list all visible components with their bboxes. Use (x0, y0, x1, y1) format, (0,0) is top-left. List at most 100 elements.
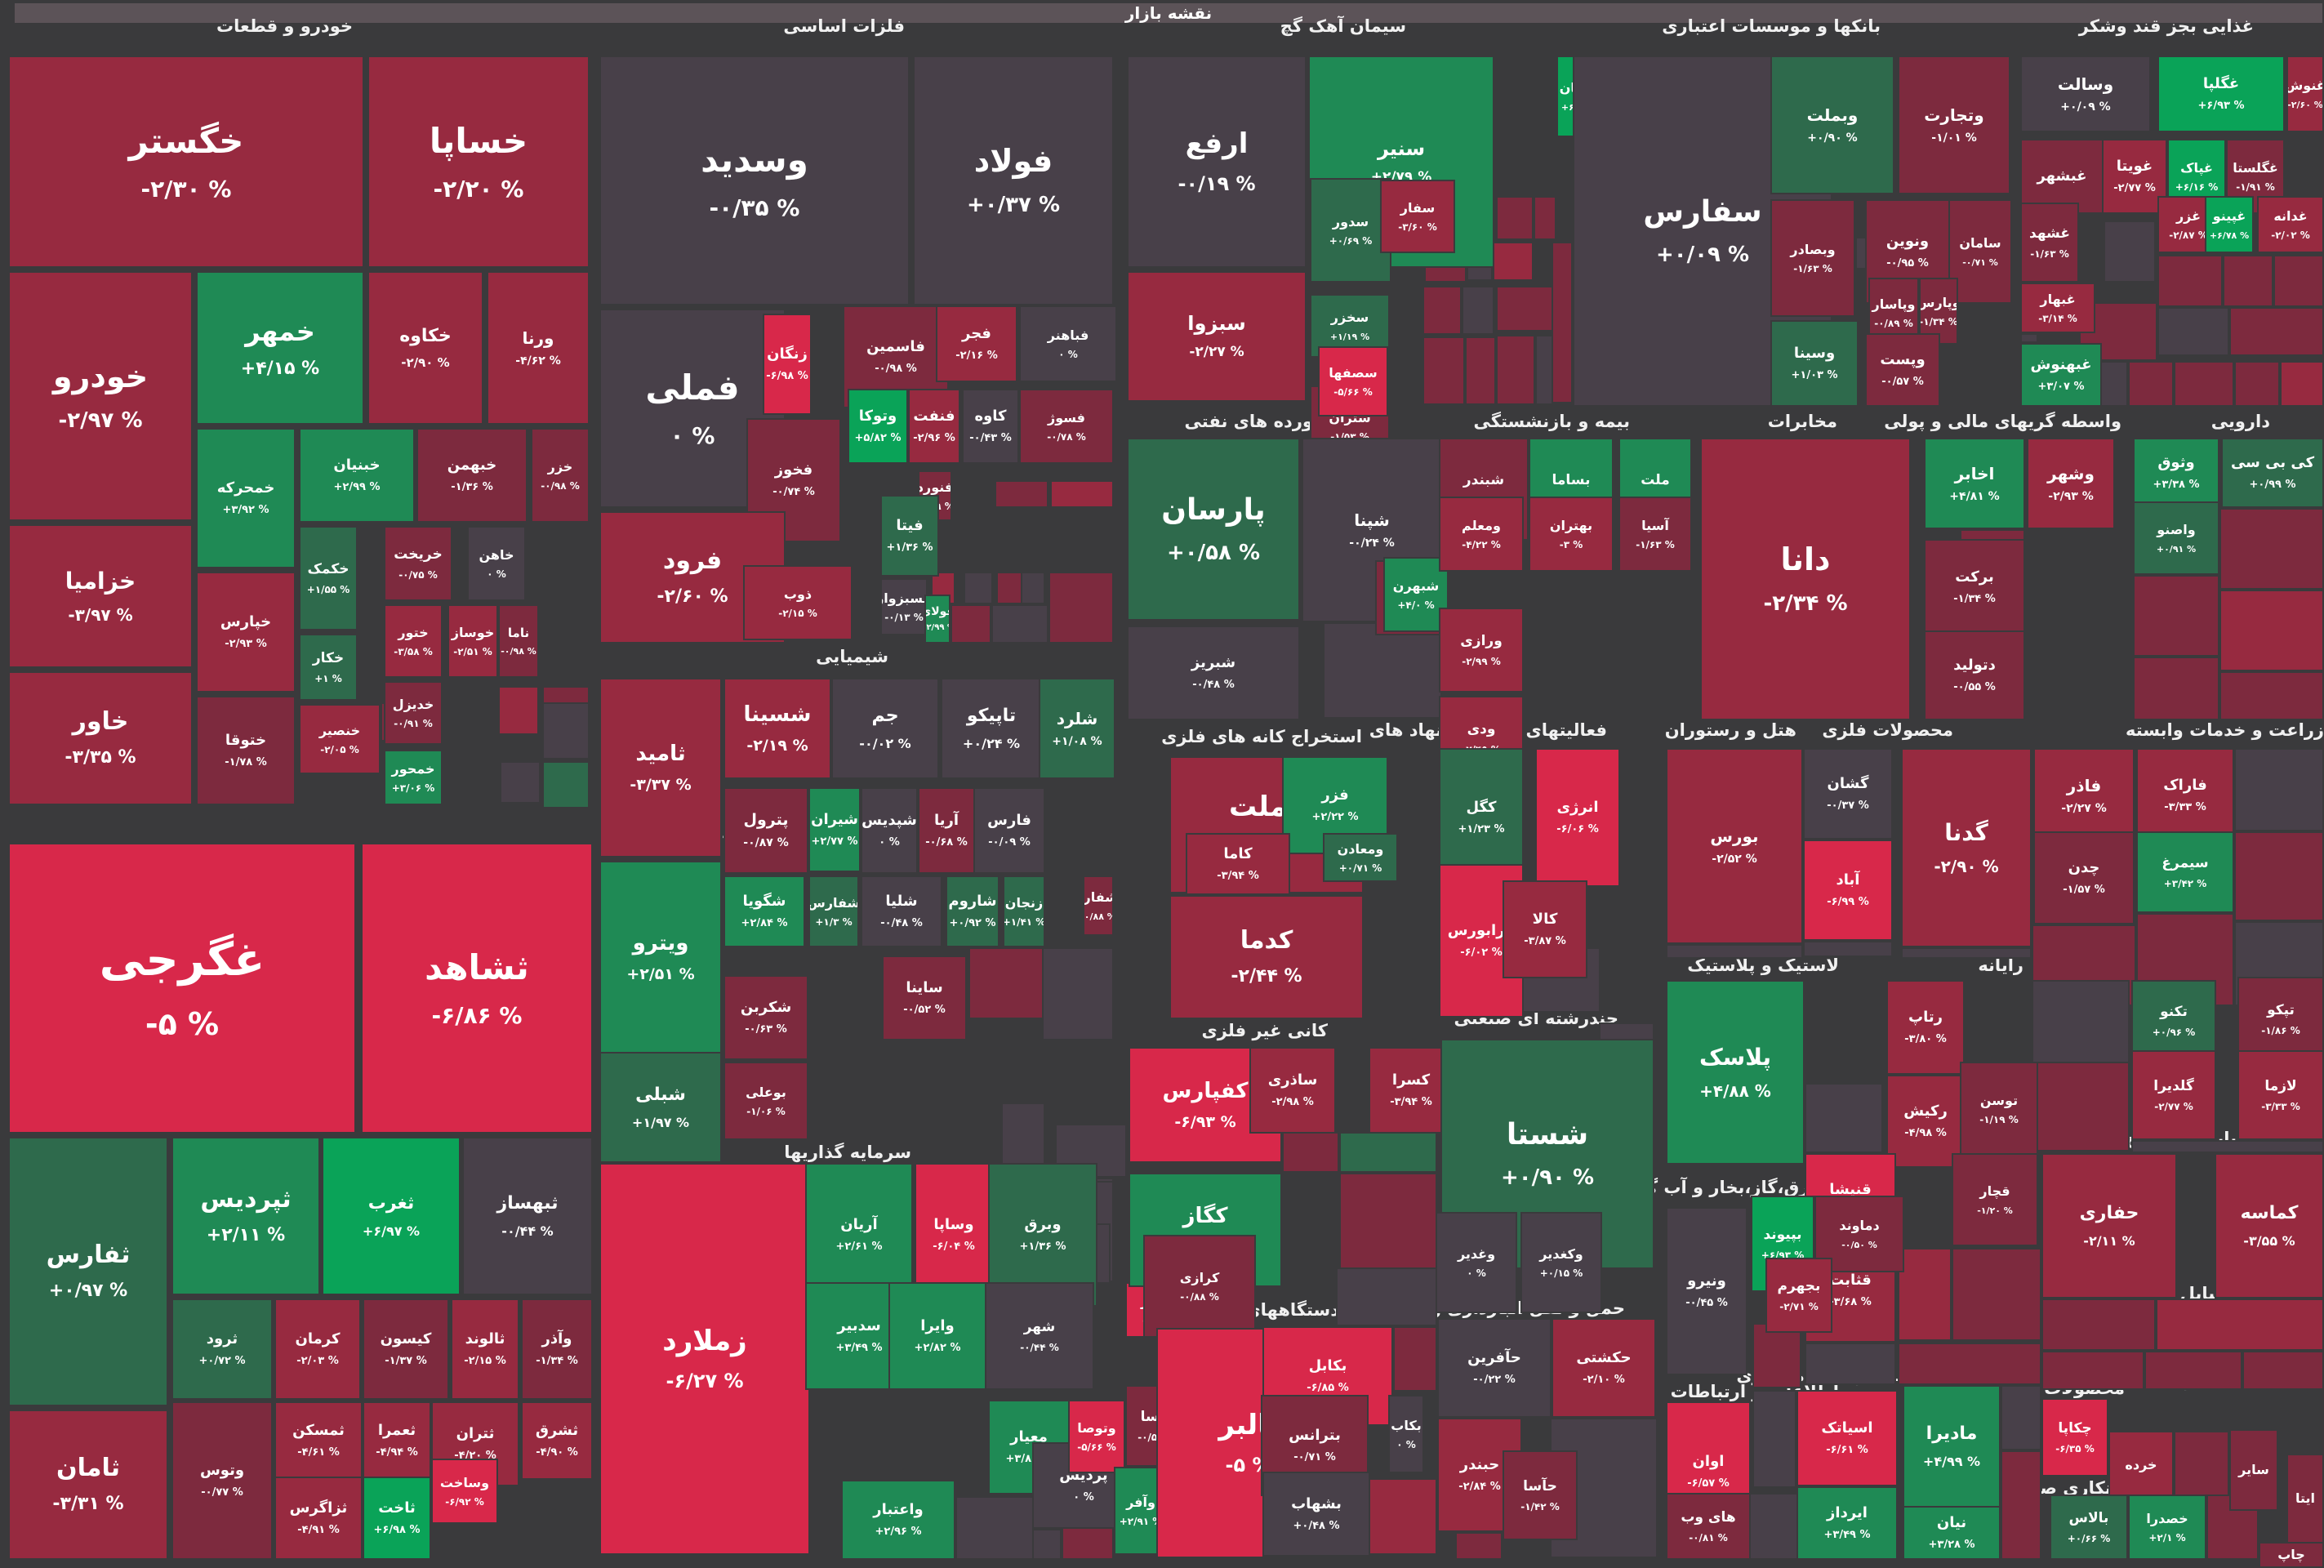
treemap-tile[interactable]: وتجارت -۱/۰۱ % (1898, 56, 2010, 194)
treemap-tile[interactable]: گشان -۰/۳۷ % (1803, 748, 1893, 840)
treemap-tile[interactable]: سصفها -۵/۶۶ % (1318, 346, 1388, 416)
treemap-tile[interactable]: کاما -۳/۹۴ % (1186, 833, 1290, 895)
treemap-tile[interactable]: خبهمن -۱/۳۶ % (416, 428, 528, 523)
treemap-tile[interactable]: جم -۰/۰۲ % (831, 678, 939, 779)
treemap-tile[interactable]: زنگان -۶/۹۸ % (763, 314, 812, 415)
treemap-tile[interactable]: شهر -۰/۴۴ % (985, 1282, 1094, 1390)
treemap-tile[interactable]: نیان +۳/۲۸ % (1903, 1506, 2001, 1560)
treemap-tile[interactable]: غدانه -۲/۰۲ % (2257, 196, 2324, 253)
treemap-tile[interactable]: ثامید -۳/۳۷ % (599, 678, 722, 858)
treemap-tile[interactable]: غویتا -۲/۷۷ % (2102, 139, 2167, 214)
treemap-tile[interactable]: وپست -۰/۵۷ % (1865, 333, 1940, 407)
treemap-tile[interactable]: خزر -۰/۹۸ % (531, 428, 590, 523)
treemap-tile[interactable]: شاروم +۰/۹۲ % (946, 875, 999, 947)
treemap-tile[interactable]: ورازی -۲/۹۹ % (1439, 608, 1524, 693)
treemap-tile[interactable]: ورنا -۴/۶۲ % (487, 271, 590, 425)
treemap-tile[interactable]: خکمک +۱/۵۵ % (299, 526, 358, 630)
treemap-tile[interactable]: بهتران -۳ % (1529, 497, 1614, 572)
treemap-tile[interactable]: شفارس +۱/۳ % (808, 875, 859, 947)
treemap-tile[interactable]: ثبهساز -۰/۴۴ % (462, 1137, 593, 1295)
treemap-tile[interactable]: خوساز -۲/۵۱ % (447, 604, 498, 678)
treemap-tile[interactable]: وبملت +۰/۹۰ % (1770, 56, 1894, 194)
treemap-tile[interactable]: غبشهر (2020, 139, 2104, 214)
treemap-tile[interactable]: وبصادر -۱/۶۳ % (1770, 199, 1855, 317)
treemap-tile[interactable]: ویترو +۲/۵۱ % (599, 861, 722, 1054)
treemap-tile[interactable]: خپارس -۲/۹۳ % (196, 572, 296, 693)
treemap-tile[interactable]: بشهاب +۰/۴۸ % (1262, 1472, 1370, 1557)
treemap-tile[interactable]: کالا -۳/۸۷ % (1503, 880, 1587, 978)
treemap-tile[interactable]: دتولید -۰/۵۵ % (1924, 630, 2025, 720)
treemap-tile[interactable]: ختوقا -۱/۷۸ % (196, 696, 296, 805)
treemap-tile[interactable]: غگلستا -۱/۹۱ % (2226, 139, 2285, 214)
treemap-tile[interactable]: ثشاهد -۶/۸۶ % (361, 843, 593, 1134)
treemap-tile[interactable]: ثعمرا -۴/۹۴ % (363, 1401, 431, 1480)
treemap-tile[interactable]: ثالوند -۲/۱۵ % (451, 1298, 519, 1400)
treemap-tile[interactable]: های وب -۰/۸۱ % (1666, 1493, 1751, 1560)
treemap-tile[interactable]: رتاپ -۳/۸۰ % (1886, 980, 1965, 1075)
treemap-tile[interactable]: خصدرا +۲/۱ % (2128, 1494, 2206, 1560)
treemap-tile[interactable]: ثشرق -۴/۹۰ % (521, 1401, 593, 1480)
treemap-tile[interactable]: قچار -۱/۲۰ % (1952, 1153, 2038, 1246)
treemap-tile[interactable]: خاور -۳/۳۵ % (8, 671, 193, 805)
treemap-tile[interactable]: ثرود +۰/۷۲ % (171, 1298, 273, 1400)
treemap-tile[interactable]: ثامان -۳/۳۱ % (8, 1410, 168, 1560)
treemap-tile[interactable]: فسوژ -۰/۷۸ % (1019, 389, 1114, 464)
treemap-tile[interactable]: دانا -۲/۳۴ % (1700, 438, 1911, 720)
treemap-tile[interactable]: شفارا -۰/۸۸ % (1083, 875, 1114, 936)
treemap-tile[interactable]: حآسا -۱/۴۲ % (1503, 1450, 1578, 1540)
treemap-tile[interactable]: اسیاتک -۶/۶۱ % (1796, 1390, 1898, 1486)
treemap-tile[interactable]: کگل +۱/۲۳ % (1439, 748, 1524, 887)
treemap-tile[interactable]: خاهن ۰ % (467, 526, 526, 601)
treemap-tile[interactable]: ارفع -۰/۱۹ % (1127, 56, 1307, 268)
treemap-tile[interactable]: چاپ (2259, 1542, 2324, 1568)
treemap-tile[interactable]: کسرا -۳/۹۴ % (1369, 1047, 1454, 1134)
treemap-tile[interactable]: لازما -۳/۳۳ % (2237, 1050, 2324, 1140)
treemap-tile[interactable]: وغدیر ۰ % (1436, 1212, 1517, 1313)
treemap-tile[interactable]: شپدیس ۰ % (861, 787, 918, 874)
treemap-tile[interactable]: سفار -۳/۶۰ % (1380, 180, 1455, 253)
treemap-tile[interactable]: شگویا +۲/۸۴ % (723, 875, 805, 947)
treemap-tile[interactable]: غبهار -۳/۱۴ % (2020, 283, 2095, 333)
treemap-tile[interactable]: بکاب ۰ % (1388, 1395, 1424, 1473)
treemap-tile[interactable]: کی بی سی +۰/۹۹ % (2221, 438, 2324, 508)
treemap-tile[interactable]: ثغرب +۶/۹۷ % (322, 1137, 461, 1295)
treemap-tile[interactable]: آریا -۰/۶۸ % (918, 787, 975, 874)
treemap-tile[interactable]: فنفت -۲/۹۶ % (908, 389, 960, 464)
treemap-tile[interactable]: کاوه -۰/۴۳ % (962, 389, 1019, 464)
treemap-tile[interactable]: ثمسکن -۴/۶۱ % (274, 1401, 363, 1480)
treemap-tile[interactable]: زملارد -۶/۲۷ % (599, 1163, 810, 1555)
treemap-tile[interactable]: ذوب -۲/۱۵ % (743, 565, 853, 640)
treemap-tile[interactable]: بالاس +۰/۶۶ % (2050, 1494, 2128, 1560)
treemap-tile[interactable]: وتوصا -۵/۶۶ % (1068, 1400, 1125, 1473)
treemap-tile[interactable]: حآفرین -۰/۲۲ % (1437, 1318, 1552, 1418)
treemap-tile[interactable]: خساپا -۲/۲۰ % (367, 56, 590, 268)
treemap-tile[interactable]: غگرجی -۵ % (8, 843, 356, 1134)
treemap-tile[interactable]: خنصیر -۲/۰۵ % (299, 704, 381, 774)
treemap-tile[interactable]: فولای +۲/۹۹ % (924, 595, 951, 644)
treemap-tile[interactable]: وثوق +۳/۳۸ % (2133, 438, 2219, 508)
treemap-tile[interactable]: فسبزوار -۰/۱۳ % (880, 578, 928, 635)
treemap-tile[interactable]: اخابر +۴/۸۱ % (1924, 438, 2025, 529)
treemap-tile[interactable]: غپینو +۶/۷۸ % (2205, 196, 2254, 253)
treemap-tile[interactable]: کیسون -۱/۳۷ % (363, 1298, 449, 1400)
treemap-tile[interactable]: تپکو -۱/۸۶ % (2237, 977, 2324, 1062)
treemap-tile[interactable]: شبهرن +۴/۰ % (1383, 557, 1449, 632)
treemap-tile[interactable]: ثپردیس +۲/۱۱ % (171, 1137, 320, 1295)
treemap-tile[interactable]: ثفارس +۰/۹۷ % (8, 1137, 168, 1406)
treemap-tile[interactable]: آباد -۶/۹۹ % (1803, 840, 1893, 941)
treemap-tile[interactable]: شلرد +۱/۰۸ % (1039, 678, 1115, 779)
treemap-tile[interactable]: واصنو +۰/۹۱ % (2133, 501, 2219, 575)
treemap-tile[interactable]: خکار +۱ % (299, 634, 358, 701)
treemap-tile[interactable]: توسن -۱/۱۹ % (1960, 1062, 2038, 1156)
treemap-tile[interactable]: خگستر -۲/۳۰ % (8, 56, 364, 268)
treemap-tile[interactable]: فاذر -۲/۲۷ % (2033, 748, 2135, 843)
treemap-tile[interactable]: انرژی -۶/۰۶ % (1535, 748, 1620, 887)
treemap-tile[interactable]: غنوش -۲/۶۰ % (2286, 56, 2324, 132)
treemap-tile[interactable]: آسیا -۱/۶۳ % (1618, 497, 1692, 572)
treemap-tile[interactable]: گلدیرا -۲/۷۷ % (2131, 1050, 2216, 1140)
treemap-tile[interactable]: وسدید -۰/۳۵ % (599, 56, 910, 305)
treemap-tile[interactable]: دماوند -۰/۵۰ % (1814, 1196, 1904, 1272)
treemap-tile[interactable]: فیتا +۱/۳۶ % (880, 495, 939, 577)
treemap-tile[interactable]: وتوس -۰/۷۷ % (171, 1401, 273, 1560)
treemap-tile[interactable]: وساخت -۶/۹۲ % (431, 1459, 498, 1524)
